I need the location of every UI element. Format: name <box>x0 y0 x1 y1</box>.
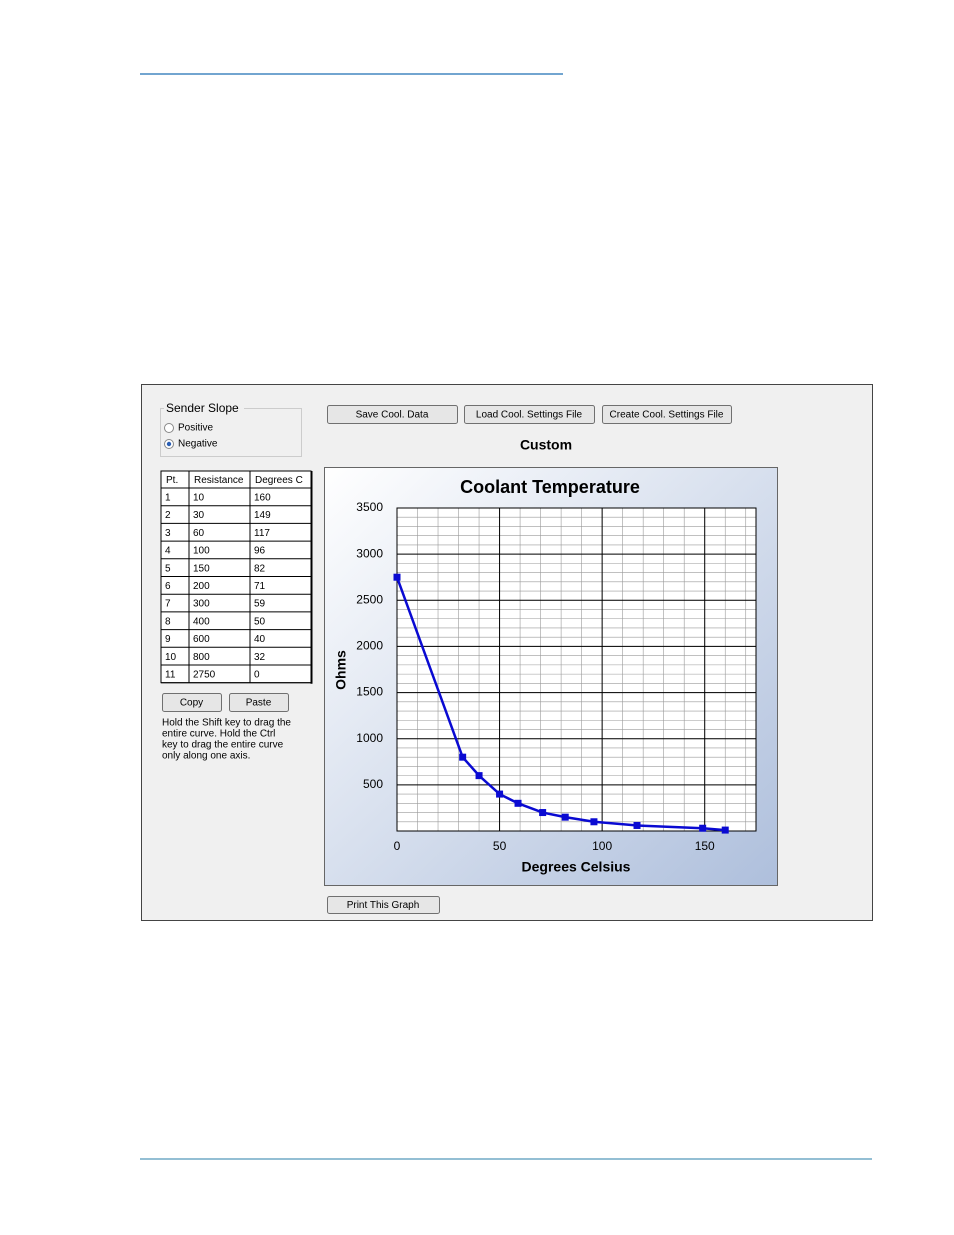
button[interactable]: Load Cool. Settings File <box>464 405 595 424</box>
button-face <box>327 896 440 914</box>
button-face <box>162 693 222 712</box>
table-cell: 50 <box>254 616 266 627</box>
button[interactable]: Paste <box>229 693 289 712</box>
button[interactable]: Copy <box>162 693 222 712</box>
button-label: Save Cool. Data <box>356 410 429 421</box>
button-label: Create Cool. Settings File <box>610 410 724 421</box>
table-cell: 2750 <box>193 669 216 680</box>
table-cell: 7 <box>165 599 171 610</box>
table-cell: 59 <box>254 599 266 610</box>
button-label: Copy <box>180 698 203 709</box>
data-point <box>514 799 522 807</box>
group-title: Sender Slope <box>166 401 239 415</box>
mode-label: Custom <box>520 437 572 453</box>
plot-area <box>397 508 756 831</box>
radio-dot <box>166 441 172 447</box>
table-cell: 600 <box>193 634 210 645</box>
y-tick-label: 3000 <box>356 546 383 560</box>
table-cell: 6 <box>165 581 171 592</box>
table-cell: 8 <box>165 616 171 627</box>
x-axis-label: Degrees Celsius <box>522 859 631 875</box>
data-point <box>496 790 504 798</box>
table-cell: 4 <box>165 546 171 557</box>
data-point <box>633 821 641 829</box>
hint-text: only along one axis. <box>162 751 250 762</box>
table-cell: 300 <box>193 599 210 610</box>
button-face <box>464 405 595 424</box>
data-point <box>699 824 707 832</box>
data-point <box>561 813 569 821</box>
table-cell: 82 <box>254 563 266 574</box>
x-tick-label: 150 <box>695 839 715 853</box>
table-cell: 117 <box>254 528 270 539</box>
button[interactable]: Save Cool. Data <box>327 405 458 424</box>
table-cell: 100 <box>193 546 210 557</box>
radio-label: Positive <box>178 423 213 434</box>
table-cell: 30 <box>193 510 205 521</box>
table-header: Pt. <box>166 475 178 486</box>
y-tick-label: 500 <box>363 777 383 791</box>
hint-text: entire curve. Hold the Ctrl <box>162 729 275 740</box>
table-cell: 3 <box>165 528 171 539</box>
table-cell: 60 <box>193 528 205 539</box>
radio-label: Negative <box>178 439 218 450</box>
plot-frame <box>396 507 757 832</box>
x-tick-label: 100 <box>592 839 612 853</box>
button-face <box>327 405 458 424</box>
table-cell: 200 <box>193 581 210 592</box>
x-tick-label: 50 <box>493 839 507 853</box>
table-cell: 11 <box>165 669 176 680</box>
table-header: Resistance <box>194 475 244 486</box>
table-cell: 149 <box>254 510 271 521</box>
y-tick-label: 3500 <box>356 500 383 514</box>
y-tick-label: 2500 <box>356 592 383 606</box>
table-cell: 96 <box>254 546 266 557</box>
data-point <box>393 573 401 581</box>
y-tick-label: 1000 <box>356 731 383 745</box>
data-point <box>721 826 729 834</box>
y-axis-label: Ohms <box>333 650 349 690</box>
button-face <box>229 693 289 712</box>
table-cell: 400 <box>193 616 210 627</box>
radio-circle <box>164 423 174 433</box>
button-label: Print This Graph <box>347 900 420 911</box>
radio[interactable]: Positive <box>164 423 214 434</box>
table-cell: 32 <box>254 652 266 663</box>
table-cell: 0 <box>254 669 260 680</box>
table-cell: 71 <box>254 581 266 592</box>
table-cell: 9 <box>165 634 171 645</box>
grid <box>396 507 756 831</box>
group-box-gap <box>164 402 244 416</box>
table-cell: 40 <box>254 634 266 645</box>
table-cell: 160 <box>254 492 271 503</box>
table-cell: 150 <box>193 563 210 574</box>
table-cell: 800 <box>193 652 210 663</box>
table-cell: 10 <box>193 492 205 503</box>
button[interactable]: Create Cool. Settings File <box>602 405 732 424</box>
table-cell: 2 <box>165 510 171 521</box>
y-tick-label: 2000 <box>356 639 383 653</box>
hint-text: key to drag the entire curve <box>162 740 284 751</box>
radio[interactable]: Negative <box>164 439 218 450</box>
data-point <box>459 753 467 761</box>
x-tick-label: 0 <box>394 839 401 853</box>
data-point <box>539 809 547 817</box>
chart-title: Coolant Temperature <box>460 477 640 497</box>
data-point <box>475 772 483 780</box>
data-point <box>590 818 598 826</box>
y-tick-label: 1500 <box>356 685 383 699</box>
button[interactable]: Print This Graph <box>327 896 440 914</box>
button-face <box>602 405 732 424</box>
table-cell: 10 <box>165 652 177 663</box>
hint-text: Hold the Shift key to drag the <box>162 718 291 729</box>
table-cell: 5 <box>165 563 171 574</box>
button-label: Load Cool. Settings File <box>476 410 583 421</box>
button-label: Paste <box>246 698 272 709</box>
table-header: Degrees C <box>255 475 303 486</box>
table-cell: 1 <box>165 492 171 503</box>
